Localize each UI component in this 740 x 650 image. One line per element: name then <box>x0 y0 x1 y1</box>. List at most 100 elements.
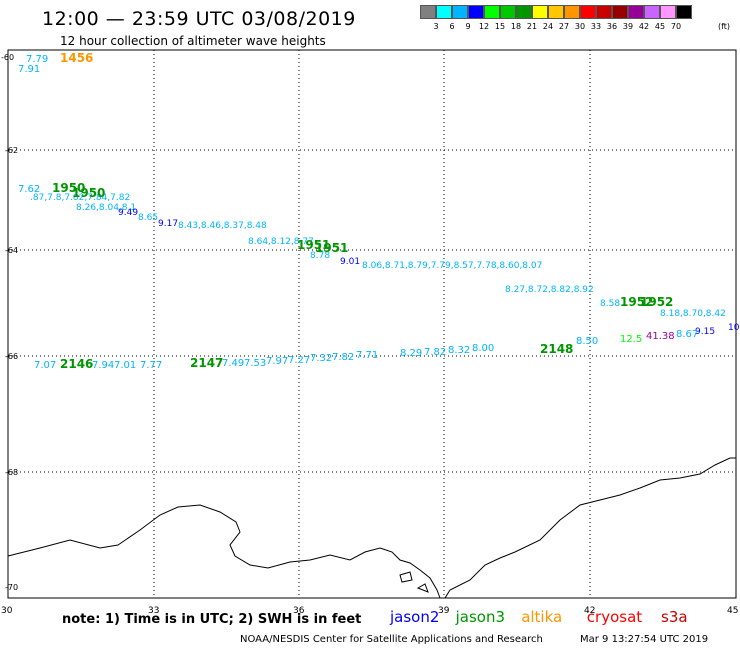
track3-time: 2147 <box>190 356 223 370</box>
track3-value: 7.07 <box>34 360 56 371</box>
track3-value: 7.27 <box>288 355 310 366</box>
track2-value: 9.49 <box>118 208 138 218</box>
track1-time: 1456 <box>60 51 93 65</box>
footer-credit: NOAA/NESDIS Center for Satellite Applica… <box>240 634 543 645</box>
track2-time: 1950 <box>52 181 85 195</box>
color-scale-tick: 18 <box>510 22 522 31</box>
track3-time: 2148 <box>540 342 573 356</box>
track3-value: 8.29 <box>400 348 422 359</box>
x-tick-42: 42 <box>584 606 595 616</box>
satellite-legend-s3a: s3a <box>661 608 688 626</box>
color-scale-tick: 12 <box>478 22 490 31</box>
satellite-legend-jason3: jason3 <box>455 608 505 626</box>
color-swatch <box>564 5 580 19</box>
color-swatch <box>500 5 516 19</box>
track3-value: 7.82 <box>424 347 446 358</box>
color-scale-tick: 45 <box>654 22 666 31</box>
track3-value: 12.5 <box>620 334 642 345</box>
track2-dense: .87,7.8,7.82,7.84,7.82 <box>30 193 130 203</box>
track3-value: 7.82 <box>332 352 354 363</box>
track3-value: 41.38 <box>646 331 675 342</box>
track3-value: 7.77 <box>140 360 162 371</box>
x-tick-36: 36 <box>293 606 305 616</box>
track2-time: 1951 <box>297 238 330 252</box>
color-scale-tick: 6 <box>449 22 455 31</box>
color-swatch <box>676 5 692 19</box>
color-scale-tick: 15 <box>494 22 506 31</box>
track1-value: 7.79 <box>26 54 48 65</box>
track2-value: 9.01 <box>340 257 360 267</box>
color-scale-tick: 30 <box>574 22 586 31</box>
track3-value: 7.71 <box>356 350 378 361</box>
color-scale-tick: 42 <box>638 22 650 31</box>
map-frame <box>7 49 737 599</box>
y-tick-70: -70 <box>5 583 18 592</box>
track2-dense: 8.64,8.12,8.77 <box>248 237 314 247</box>
color-scale-tick: 21 <box>526 22 538 31</box>
map-title: 12:00 — 23:59 UTC 03/08/2019 <box>42 8 356 30</box>
x-tick-33: 33 <box>148 606 159 616</box>
track2-value: 9.17 <box>158 219 178 229</box>
satellite-legend-jason2: jason2 <box>390 608 440 626</box>
color-swatch <box>596 5 612 19</box>
track3-value: 7.49 <box>222 358 244 369</box>
x-tick-39: 39 <box>438 606 450 616</box>
longitude-gridlines <box>153 50 591 598</box>
track1-value: 7.91 <box>18 64 40 75</box>
x-tick-30: 30 <box>1 606 13 616</box>
track2-value: 9.15 <box>695 327 715 337</box>
track2-value: 10 <box>728 323 740 333</box>
color-swatch <box>532 5 548 19</box>
color-scale-tick: 39 <box>622 22 634 31</box>
color-scale-tick: 36 <box>606 22 618 31</box>
track2-dense: 8.65 <box>138 213 158 223</box>
legend-note: note: 1) Time is in UTC; 2) SWH is in fe… <box>62 612 362 627</box>
color-swatch <box>660 5 676 19</box>
y-tick-66: -66 <box>5 352 18 361</box>
track3-value: 7.94 <box>92 360 114 371</box>
y-tick-64: -64 <box>5 246 18 255</box>
color-swatch <box>436 5 452 19</box>
color-scale-tick: 33 <box>590 22 602 31</box>
track2-time: 1952 <box>620 295 653 309</box>
track2-time: 1951 <box>315 241 348 255</box>
color-swatch <box>612 5 628 19</box>
color-swatch <box>452 5 468 19</box>
track2-dense: 8.78 <box>310 251 330 261</box>
track2-time: 1950 <box>72 186 105 200</box>
track3-value: 7.01 <box>114 360 136 371</box>
track3-value: 8.32 <box>448 345 470 356</box>
color-scale-tick: 70 <box>670 22 682 31</box>
x-tick-45: 45 <box>727 606 738 616</box>
color-swatch <box>484 5 500 19</box>
track3: 7.07 2146 7.94 7.01 7.77 2147 7.49 7.53 … <box>34 329 698 371</box>
color-swatch <box>548 5 564 19</box>
track3-value: 8.50 <box>576 336 598 347</box>
track2-dense: 8.18,8.70,8.42 <box>660 309 726 319</box>
coastline-islands <box>399 571 429 593</box>
color-scale-tick: 27 <box>558 22 570 31</box>
coastline <box>7 457 736 599</box>
color-swatch <box>580 5 596 19</box>
track2-dense: 8.27,8.72,8.82,8.92 <box>505 285 594 295</box>
track2-time: 1952 <box>640 295 673 309</box>
track3-value: 8.00 <box>472 343 494 354</box>
satellite-legend-cryosat: cryosat <box>586 608 643 626</box>
track2-dense: 8.06,8.71,8.79,7.79,8.57,7.78,8.60,8.07 <box>362 261 542 271</box>
color-swatch <box>628 5 644 19</box>
track3-value: 7.53 <box>244 358 266 369</box>
color-swatch <box>516 5 532 19</box>
color-scale-tick: 3 <box>433 22 439 31</box>
y-tick-62: -62 <box>5 146 18 155</box>
track3-value: 8.67 <box>676 329 698 340</box>
color-swatch <box>644 5 660 19</box>
color-scale-unit: (ft) <box>718 22 731 31</box>
y-tick-68: -68 <box>5 468 18 477</box>
track3-value: 7.32 <box>310 353 332 364</box>
color-swatch <box>468 5 484 19</box>
color-scale-tick: 24 <box>542 22 554 31</box>
track2-dense: 8.58 <box>600 299 620 309</box>
track3-value: 7.97 <box>266 356 288 367</box>
color-scale-labels: 3 6 9 12 15 18 21 24 27 30 33 36 39 42 45 70 <box>420 22 740 34</box>
color-scale-tick: 9 <box>465 22 471 31</box>
